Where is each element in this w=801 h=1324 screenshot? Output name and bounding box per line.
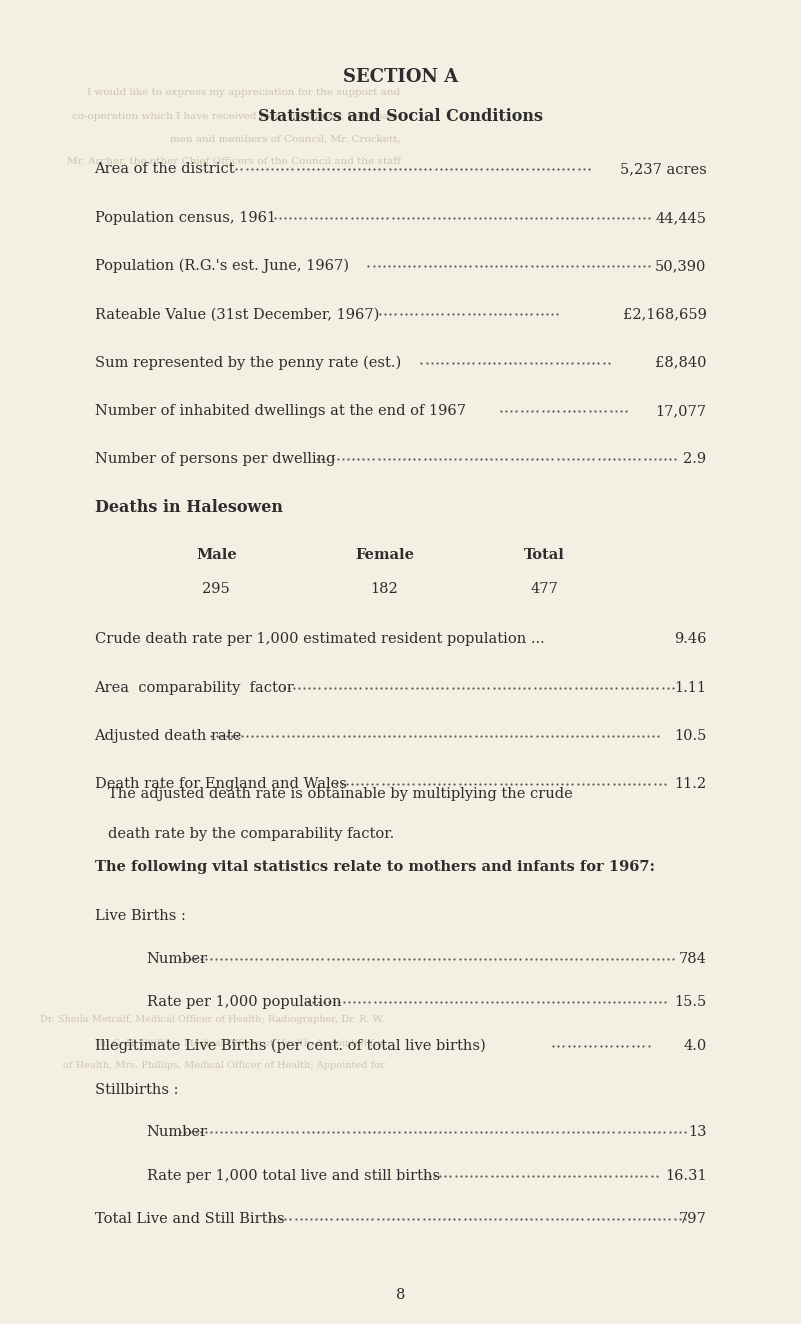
Text: 8: 8 <box>396 1288 405 1301</box>
Text: 10.5: 10.5 <box>674 730 706 743</box>
Text: £8,840: £8,840 <box>655 356 706 369</box>
Text: men and members of Council, Mr. Crockett,: men and members of Council, Mr. Crockett… <box>170 135 400 143</box>
Text: SECTION A: SECTION A <box>343 68 458 86</box>
Text: Area  comparability  factor: Area comparability factor <box>95 681 294 695</box>
Text: Number of inhabited dwellings at the end of 1967: Number of inhabited dwellings at the end… <box>95 404 465 418</box>
Text: Area of the district: Area of the district <box>95 163 235 176</box>
Text: 13: 13 <box>688 1125 706 1139</box>
Text: Total Live and Still Births: Total Live and Still Births <box>95 1213 284 1226</box>
Text: Statistics and Social Conditions: Statistics and Social Conditions <box>258 109 543 124</box>
Text: Mr. Archer, the other Chief Officers of the Council and the staff: Mr. Archer, the other Chief Officers of … <box>66 158 400 166</box>
Text: Male: Male <box>196 548 236 561</box>
Text: The following vital statistics relate to mothers and infants for 1967:: The following vital statistics relate to… <box>95 861 654 874</box>
Text: Death rate for England and Wales: Death rate for England and Wales <box>95 777 346 792</box>
Text: 295: 295 <box>203 583 230 596</box>
Text: Female: Female <box>355 548 414 561</box>
Text: 784: 784 <box>678 952 706 965</box>
Text: 1.11: 1.11 <box>674 681 706 695</box>
Text: Live Births :: Live Births : <box>95 910 185 923</box>
Text: of Health, Mrs. Phillips, Medical Officer of Health; Appointed for: of Health, Mrs. Phillips, Medical Office… <box>62 1062 384 1070</box>
Text: Adjusted death rate: Adjusted death rate <box>95 730 242 743</box>
Text: 16.31: 16.31 <box>665 1169 706 1182</box>
Text: 4.0: 4.0 <box>683 1039 706 1053</box>
Text: 15.5: 15.5 <box>674 996 706 1009</box>
Text: Rate per 1,000 population: Rate per 1,000 population <box>147 996 341 1009</box>
Text: Sum represented by the penny rate (est.): Sum represented by the penny rate (est.) <box>95 356 400 369</box>
Text: 5,237 acres: 5,237 acres <box>620 163 706 176</box>
Text: Stillbirths :: Stillbirths : <box>95 1083 178 1096</box>
Text: The adjusted death rate is obtainable by multiplying the crude: The adjusted death rate is obtainable by… <box>108 788 573 801</box>
Text: £2,168,659: £2,168,659 <box>622 307 706 322</box>
Text: Rateable Value (31st December, 1967): Rateable Value (31st December, 1967) <box>95 307 379 322</box>
Text: 17,077: 17,077 <box>655 404 706 418</box>
Text: death rate by the comparability factor.: death rate by the comparability factor. <box>108 828 394 841</box>
Text: 50,390: 50,390 <box>655 260 706 273</box>
Text: co-operation which I have received from the Mayor, the Chair-: co-operation which I have received from … <box>72 113 400 120</box>
Text: Rate per 1,000 total live and still births: Rate per 1,000 total live and still birt… <box>147 1169 440 1182</box>
Text: 477: 477 <box>531 583 558 596</box>
Text: Illegitimate Live Births (per cent. of total live births): Illegitimate Live Births (per cent. of t… <box>95 1039 485 1053</box>
Text: Dr. C. H. Phillips, Medical Officer of Health; Appointed for: Dr. C. H. Phillips, Medical Officer of H… <box>95 1039 384 1047</box>
Text: Dr. Sheila Metcalf, Medical Officer of Health; Radiographer, Dr. R. W.: Dr. Sheila Metcalf, Medical Officer of H… <box>41 1016 384 1023</box>
Text: I would like to express my appreciation for the support and: I would like to express my appreciation … <box>87 89 400 97</box>
Text: 182: 182 <box>371 583 398 596</box>
Text: Deaths in Halesowen: Deaths in Halesowen <box>95 499 283 515</box>
Text: Population census, 1961: Population census, 1961 <box>95 211 276 225</box>
Text: Number: Number <box>147 1125 207 1139</box>
Text: 44,445: 44,445 <box>655 211 706 225</box>
Text: Total: Total <box>524 548 566 561</box>
Text: Number: Number <box>147 952 207 965</box>
Text: Crude death rate per 1,000 estimated resident population ...: Crude death rate per 1,000 estimated res… <box>95 633 544 646</box>
Text: 11.2: 11.2 <box>674 777 706 792</box>
Text: 2.9: 2.9 <box>683 453 706 466</box>
Text: Number of persons per dwelling: Number of persons per dwelling <box>95 453 335 466</box>
Text: 9.46: 9.46 <box>674 633 706 646</box>
Text: 797: 797 <box>678 1213 706 1226</box>
Text: Population (R.G.'s est. June, 1967): Population (R.G.'s est. June, 1967) <box>95 260 348 273</box>
